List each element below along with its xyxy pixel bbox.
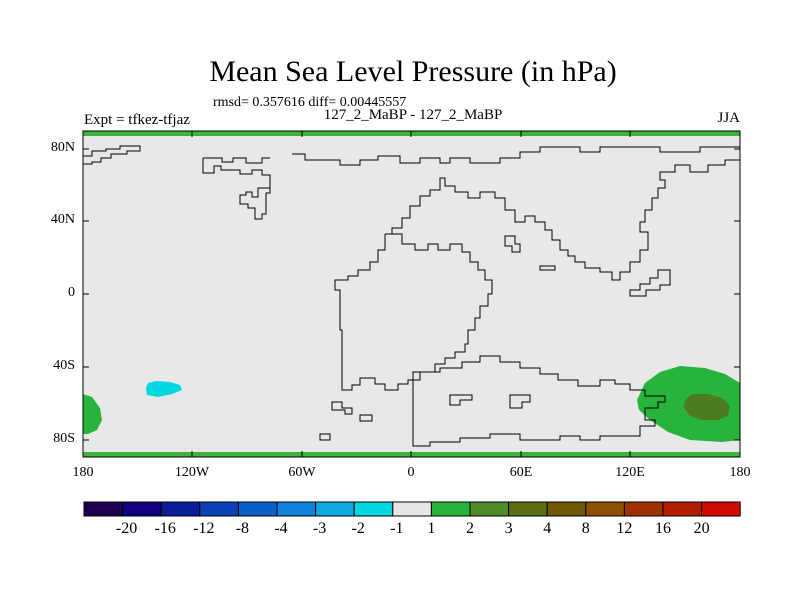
chart-subtitle: 127_2_MaBP - 127_2_MaBP [323,107,503,123]
colorbar-label: -4 [274,520,288,537]
colorbar-label: 2 [466,520,474,537]
lon-label-60w: 60W [288,465,316,480]
lat-label-80n: 80N [50,140,75,155]
colorbar-label: 12 [616,520,633,537]
chart-title: Mean Sea Level Pressure (in hPa) [209,55,617,88]
lon-label-120w: 120W [174,465,210,480]
colorbar-label: 20 [693,520,710,537]
colorbar-label: 3 [504,520,513,537]
colorbar-swatch [662,501,703,517]
colorbar-label: -20 [115,520,138,537]
colorbar-label: -2 [351,520,365,537]
colorbar-swatch [546,501,587,517]
colorbar-swatch [276,501,317,517]
lat-label-40n: 40N [50,212,75,227]
experiment-label: Expt = tfkez-tfjaz [84,112,190,128]
colorbar-label: -3 [312,520,327,537]
colorbar-label: -16 [154,520,176,537]
lat-label-80s: 80S [53,431,75,446]
colorbar-swatch [199,501,239,517]
colorbar-label: 16 [655,520,671,537]
lat-label-0: 0 [68,285,75,300]
season-label: JJA [717,110,740,126]
colorbar-label: 8 [581,520,590,537]
colorbar-swatch [430,501,471,517]
colorbar-swatch [160,501,201,517]
colorbar-swatch [623,501,664,517]
colorbar-swatch [508,501,548,517]
lat-label-40s: 40S [53,358,75,373]
colorbar-swatch [353,501,394,517]
colorbar-label: 4 [543,520,552,537]
lon-label-60e: 60E [509,465,533,480]
axis-ticks [82,131,741,457]
colorbar-swatch [585,501,625,517]
lon-label-180w: 180 [72,465,94,480]
colorbar-label: -12 [193,520,215,537]
colorbar-swatch [469,501,510,517]
anomaly-patch-positive-left [83,394,102,434]
lon-label-120e: 120E [615,465,645,480]
lon-label-180e: 180 [729,465,751,480]
anomaly-patch-strong-positive [684,394,730,420]
colorbar-swatch [701,501,741,517]
colorbar-label: -1 [390,520,404,537]
lon-label-0: 0 [407,465,415,480]
colorbar-swatch [83,501,124,517]
colorbar-label: -8 [235,520,250,537]
colorbar-swatch [392,501,432,517]
colorbar-swatch [315,501,355,517]
colorbar-label: 1 [427,520,436,537]
colorbar-swatch [237,501,278,517]
anomaly-patch-negative [146,381,182,397]
anomaly-patches [83,366,740,442]
colorbar-swatch [122,501,162,517]
stats-text: rmsd= 0.357616 diff= 0.00445557 [213,95,407,110]
coastlines [83,145,740,447]
